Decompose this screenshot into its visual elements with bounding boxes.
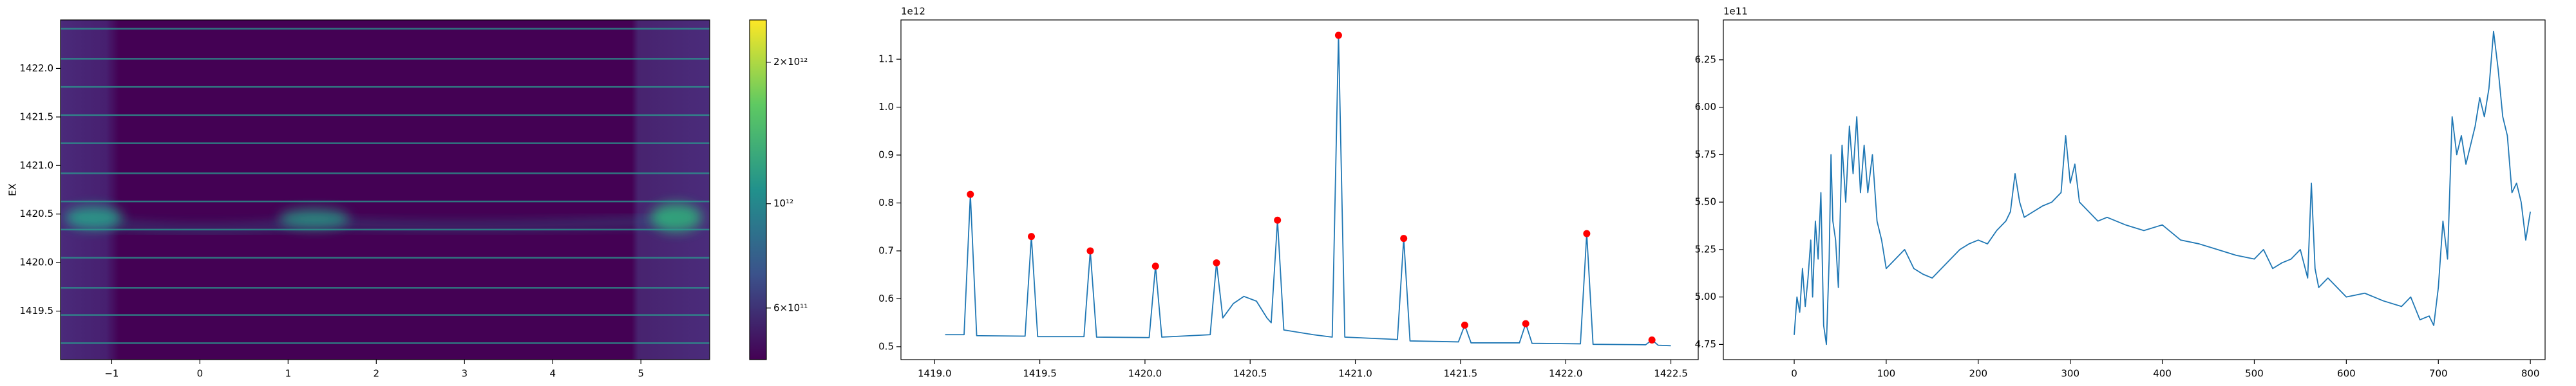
axes-frame	[1723, 19, 2546, 360]
axes-frame	[60, 19, 710, 360]
peak-marker	[1648, 336, 1656, 344]
peak-marker	[1583, 230, 1591, 237]
heatmap-image	[61, 20, 710, 360]
offset-label: 1e12	[901, 6, 925, 17]
x-tick-label: 1420.0	[1128, 368, 1162, 380]
y-tick-label: 1419.5	[20, 305, 54, 317]
x-tick-label: 1422.5	[1654, 368, 1688, 380]
y-tick-label: 5.75	[1695, 149, 1716, 160]
x-tick-label: 1422.0	[1549, 368, 1583, 380]
x-tick-label: 1420.5	[1233, 368, 1267, 380]
peak-marker	[1151, 262, 1159, 270]
y-tick-label: 5.25	[1695, 243, 1716, 255]
y-tick-label: 0.7	[878, 244, 894, 256]
x-tick-label: 0	[1791, 368, 1797, 380]
colorbar-frame	[749, 19, 767, 360]
colorbar-tick-label: 6×10¹¹	[773, 302, 808, 313]
x-tick-label: 5	[638, 368, 644, 380]
axes-frame	[900, 19, 1699, 360]
data-line	[1794, 30, 2532, 345]
peak-marker	[1400, 235, 1408, 243]
data-line	[945, 34, 1671, 347]
y-tick-label: 0.5	[878, 340, 894, 352]
colorbar-tick-label: 2×10¹²	[773, 56, 808, 68]
peak-marker	[1028, 233, 1036, 241]
colorbar	[750, 20, 766, 360]
peak-marker	[1274, 216, 1282, 224]
peak-marker	[1086, 247, 1094, 255]
x-tick-label: 1421.0	[1338, 368, 1372, 380]
x-tick-label: 800	[2521, 368, 2540, 380]
y-tick-label: 1422.0	[20, 62, 54, 74]
x-tick-label: 200	[1969, 368, 1987, 380]
y-tick-label: 0.9	[878, 149, 894, 161]
offset-label: 1e11	[1723, 6, 1748, 17]
y-axis-label: EX	[7, 183, 19, 196]
y-tick-label: 5.50	[1695, 196, 1716, 208]
x-tick-label: 1419.0	[918, 368, 952, 380]
y-tick-label: 1421.0	[20, 160, 54, 171]
x-tick-label: 600	[2337, 368, 2356, 380]
peak-marker	[1334, 32, 1342, 39]
peak-marker	[1522, 320, 1530, 327]
y-tick-label: 6.00	[1695, 101, 1716, 113]
x-tick-label: 0	[197, 368, 204, 380]
y-tick-label: 1420.5	[20, 208, 54, 219]
y-tick-label: 4.75	[1695, 338, 1716, 350]
y-tick-label: 0.6	[878, 293, 894, 304]
peak-marker	[1461, 321, 1468, 329]
x-tick-label: 500	[2245, 368, 2264, 380]
peak-marker	[1213, 259, 1220, 267]
y-tick-label: 1.1	[878, 53, 894, 65]
x-tick-label: 4	[549, 368, 556, 380]
x-tick-label: 400	[2153, 368, 2172, 380]
y-tick-label: 1420.0	[20, 257, 54, 268]
x-tick-label: 1419.5	[1023, 368, 1057, 380]
x-tick-label: 300	[2061, 368, 2079, 380]
x-tick-label: 700	[2429, 368, 2448, 380]
x-tick-label: −1	[104, 368, 118, 380]
x-tick-label: 3	[461, 368, 468, 380]
y-tick-label: 1421.5	[20, 111, 54, 122]
x-tick-label: 1	[285, 368, 292, 380]
y-tick-label: 5.00	[1695, 291, 1716, 302]
y-tick-label: 6.25	[1695, 53, 1716, 65]
x-tick-label: 100	[1877, 368, 1896, 380]
x-tick-label: 1421.5	[1444, 368, 1478, 380]
y-tick-label: 0.8	[878, 197, 894, 208]
colorbar-tick-label: 10¹²	[773, 198, 793, 209]
peak-marker	[967, 190, 974, 198]
x-tick-label: 2	[374, 368, 380, 380]
y-tick-label: 1.0	[878, 101, 894, 113]
